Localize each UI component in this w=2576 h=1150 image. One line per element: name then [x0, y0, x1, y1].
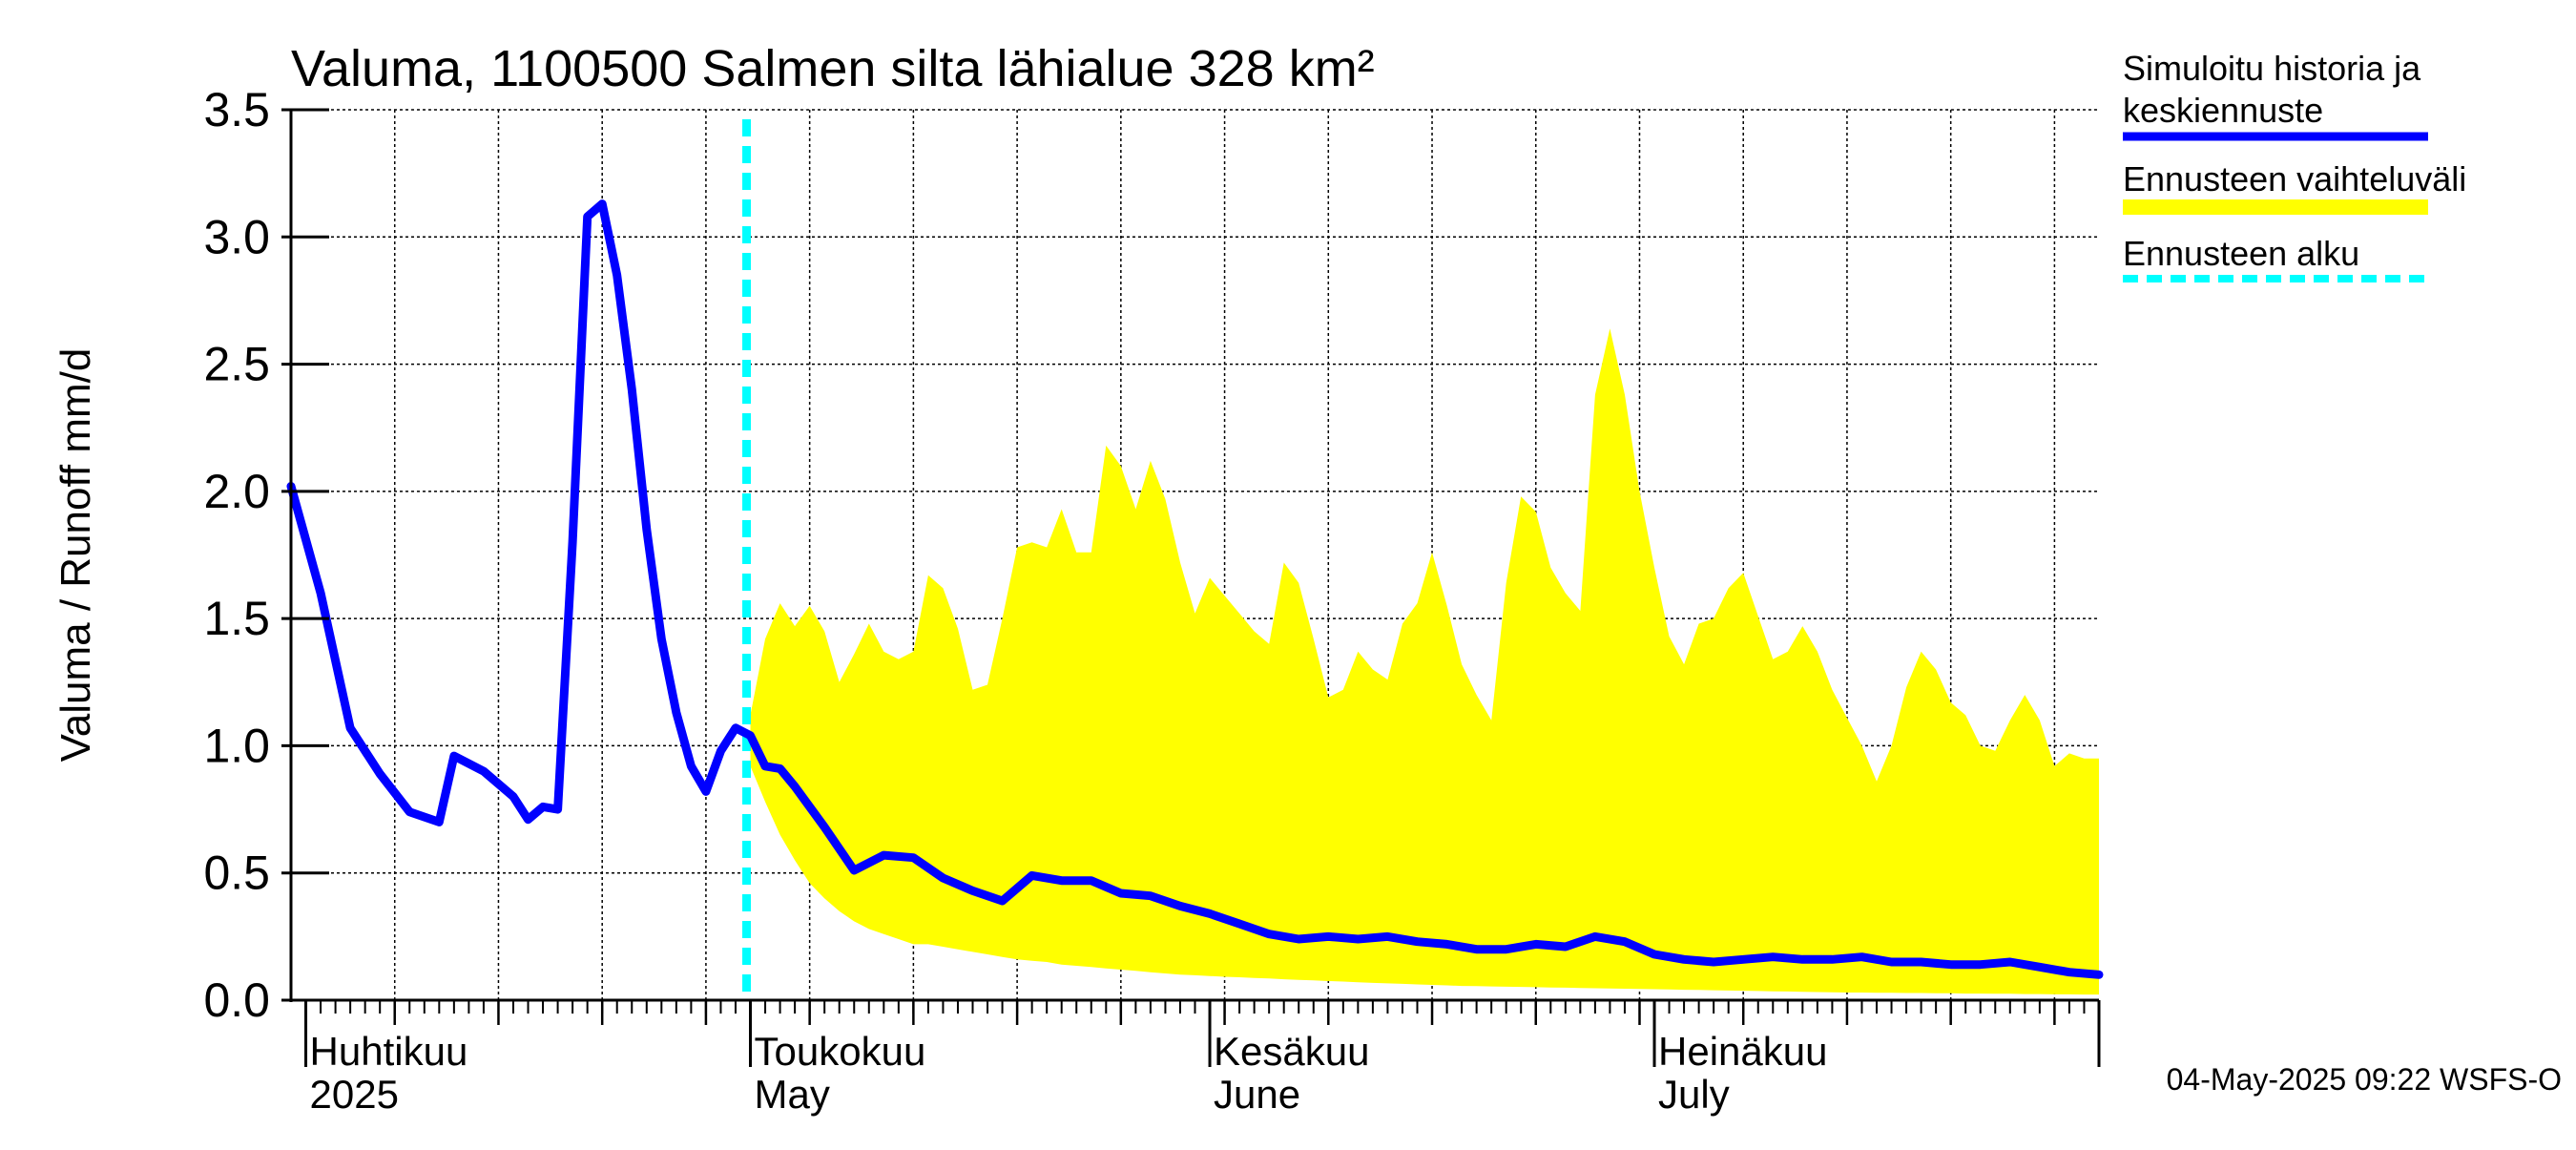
x-month-label-en: June: [1214, 1072, 1300, 1117]
y-tick-label: 3.0: [203, 210, 270, 263]
y-tick-label: 2.5: [203, 338, 270, 391]
legend-label: Ennusteen vaihteluväli: [2123, 159, 2466, 199]
x-month-label-fi: Huhtikuu: [310, 1029, 468, 1074]
legend-label: Simuloitu historia ja: [2123, 49, 2421, 88]
chart-title: Valuma, 1100500 Salmen silta lähialue 32…: [291, 40, 1375, 97]
legend-label: Ennusteen alku: [2123, 234, 2359, 273]
simulated-runoff-line: [286, 199, 2104, 979]
x-month-label-en: 2025: [310, 1072, 399, 1117]
x-month-label-fi: Heinäkuu: [1658, 1029, 1827, 1074]
y-tick-label: 1.5: [203, 592, 270, 645]
y-tick-label: 2.0: [203, 465, 270, 518]
y-tick-label: 1.0: [203, 719, 270, 772]
x-month-label-en: May: [755, 1072, 830, 1117]
timestamp-footer: 04-May-2025 09:22 WSFS-O: [2167, 1062, 2562, 1097]
y-tick-label: 0.5: [203, 847, 270, 900]
y-axis-label: Valuma / Runoff mm/d: [52, 348, 99, 763]
x-month-label-fi: Toukokuu: [755, 1029, 926, 1074]
y-tick-label: 3.5: [203, 83, 270, 136]
y-tick-label: 0.0: [203, 973, 270, 1027]
x-month-label-fi: Kesäkuu: [1214, 1029, 1369, 1074]
grid: [281, 108, 2104, 1067]
forecast-range-band: [750, 328, 2099, 995]
x-month-label-en: July: [1658, 1072, 1730, 1117]
legend-label: keskiennuste: [2123, 91, 2323, 130]
